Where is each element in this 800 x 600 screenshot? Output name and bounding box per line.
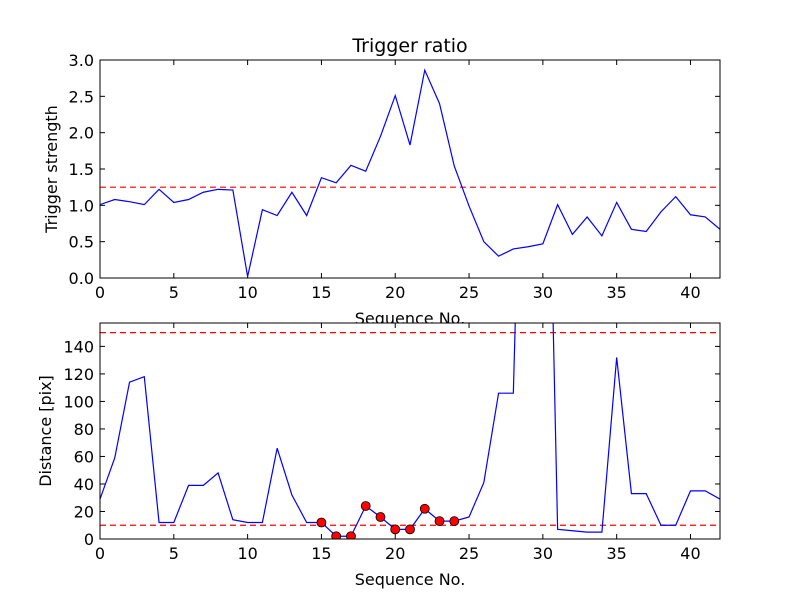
x-tick-label: 25	[459, 544, 479, 563]
y-tick-label: 60	[74, 447, 94, 466]
data-point	[375, 512, 386, 522]
data-point	[390, 524, 401, 535]
y-tick-label: 3.0	[69, 51, 94, 70]
y-tick-label: 0.5	[69, 233, 94, 252]
bottom-plot-background	[100, 323, 720, 539]
data-point	[360, 501, 371, 511]
x-tick-label: 35	[606, 544, 626, 563]
y-axis-label: Distance [pix]	[36, 375, 55, 487]
x-tick-label: 0	[95, 544, 105, 563]
y-tick-label: 2.0	[69, 124, 94, 143]
y-tick-label: 20	[74, 502, 94, 521]
data-point	[346, 531, 356, 539]
y-tick-label: 0.0	[69, 269, 94, 288]
distance-chart: Distance [pix] Sequence No. 0 5 10 15 20 25 30…	[36, 322, 721, 589]
x-tick-label: 20	[385, 283, 405, 302]
data-point	[434, 516, 445, 527]
x-tick-label: 40	[680, 283, 700, 302]
plot-frame	[99, 59, 721, 279]
x-tick-label: 15	[311, 283, 331, 302]
y-tick-label: 40	[74, 475, 94, 494]
x-tick-label: 5	[169, 283, 179, 302]
x-tick-label: 25	[459, 283, 479, 302]
x-tick-label: 40	[680, 544, 700, 563]
x-tick-label: 30	[533, 283, 553, 302]
x-tick-label: 35	[606, 283, 626, 302]
y-tick-label: 140	[63, 337, 94, 356]
chart-title: Trigger ratio	[351, 35, 467, 57]
y-tick-label: 120	[63, 365, 94, 384]
y-tick-label: 1.0	[69, 196, 94, 215]
plot-frame	[99, 322, 721, 540]
y-axis-label: Trigger strength	[42, 105, 61, 234]
x-tick-label: 30	[533, 544, 553, 563]
data-point	[316, 517, 327, 528]
y-tick-label: 1.5	[69, 160, 94, 179]
data-point	[405, 524, 415, 535]
x-tick-label: 20	[385, 544, 405, 563]
x-axis-label: Sequence No.	[355, 570, 466, 589]
y-tick-label: 0	[84, 530, 94, 549]
y-tick-label: 100	[63, 392, 94, 411]
x-tick-label: 5	[169, 544, 179, 563]
x-tick-label: 15	[311, 544, 331, 563]
data-point	[449, 516, 460, 527]
x-tick-label: 10	[237, 544, 257, 563]
y-tick-label: 80	[74, 420, 94, 439]
data-point	[331, 531, 342, 539]
x-tick-label: 10	[237, 283, 257, 302]
trigger-ratio-chart: Trigger ratio Trigger strength Sequence …	[42, 35, 721, 328]
series-line	[100, 68, 720, 277]
x-tick-label: 0	[95, 283, 105, 302]
y-tick-label: 2.5	[69, 87, 94, 106]
data-point	[419, 503, 430, 514]
